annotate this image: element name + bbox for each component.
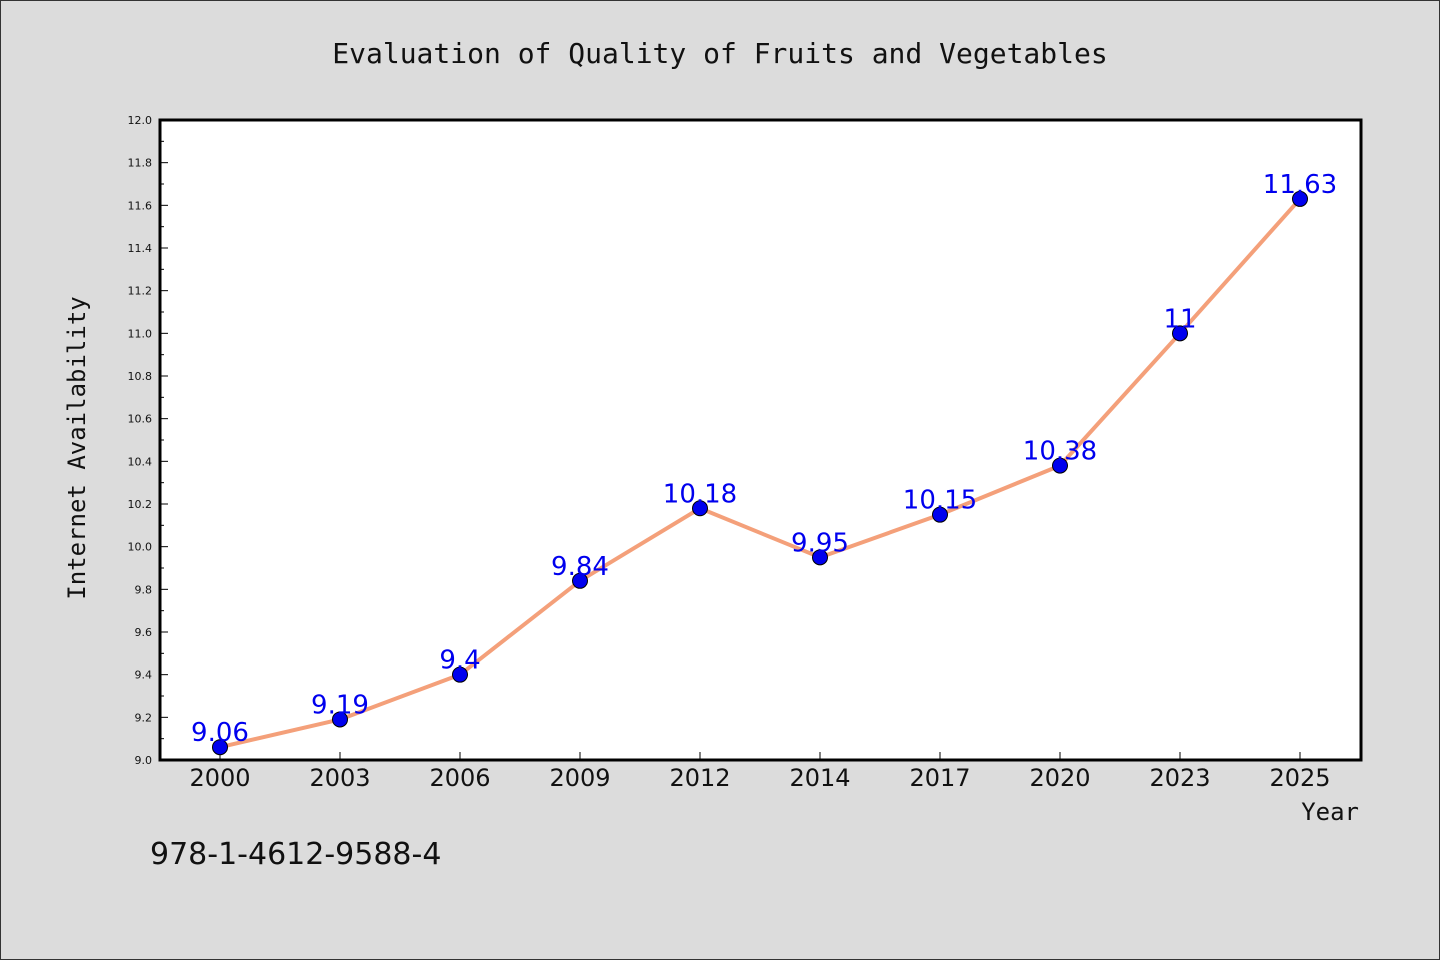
data-point [932, 506, 948, 523]
y-tick-label: 12.0 [128, 114, 153, 127]
data-label: 9.19 [311, 690, 369, 720]
chart-title: Evaluation of Quality of Fruits and Vege… [332, 37, 1107, 70]
data-point [1052, 457, 1068, 474]
data-point [1172, 325, 1188, 342]
y-tick-label: 9.8 [135, 583, 153, 596]
isbn-text: 978-1-4612-9588-4 [150, 837, 441, 872]
data-label: 10.18 [663, 479, 737, 509]
y-tick-label: 11.4 [128, 242, 153, 255]
x-tick-label: 2025 [1269, 764, 1330, 792]
data-label: 11.63 [1263, 170, 1337, 200]
x-axis: 2000 2003 2006 2009 2012 2014 2017 2020 2023 2025 [189, 752, 1331, 792]
data-point [212, 739, 228, 756]
data-point [692, 500, 708, 517]
x-tick-label: 2000 [189, 764, 250, 792]
data-point [1292, 190, 1308, 207]
x-tick-label: 2003 [309, 764, 370, 792]
y-tick-label: 10.2 [128, 498, 153, 511]
y-tick-label: 11.0 [128, 327, 153, 340]
x-tick-label: 2014 [789, 764, 850, 792]
x-tick-label: 2017 [909, 764, 970, 792]
y-tick-label: 10.6 [128, 413, 153, 426]
data-label: 11 [1163, 304, 1196, 334]
data-label: 9.06 [191, 718, 249, 748]
plot-area [160, 120, 1361, 760]
y-tick-label: 11.6 [128, 199, 153, 212]
series-markers [212, 190, 1308, 756]
y-tick-label: 10.0 [128, 541, 153, 554]
data-point [332, 711, 348, 728]
y-tick-label: 9.6 [135, 626, 153, 639]
x-tick-label: 2023 [1149, 764, 1210, 792]
x-tick-label: 2006 [429, 764, 490, 792]
data-label: 9.84 [551, 552, 609, 582]
plot-border [158, 118, 1363, 762]
y-tick-label: 9.4 [135, 669, 153, 682]
data-labels: 9.06 9.19 9.4 9.84 10.18 9.95 10.15 10.38 11 11.6… [191, 170, 1337, 748]
y-axis: 9.0 9.2 9.4 9.6 9.8 10.0 10.2 10.4 10.6 10.8 11.0 1… [128, 114, 168, 767]
data-point [812, 549, 828, 566]
y-tick-label: 11.2 [128, 285, 153, 298]
y-axis-label: Internet Availability [63, 296, 91, 599]
y-tick-label: 9.0 [135, 754, 153, 767]
data-label: 10.15 [903, 486, 977, 516]
y-tick-label: 9.2 [135, 711, 153, 724]
data-label: 9.4 [439, 646, 480, 676]
x-tick-label: 2009 [549, 764, 610, 792]
series-line [219, 197, 1302, 750]
y-tick-label: 10.8 [128, 370, 153, 383]
data-point [452, 666, 468, 683]
data-label: 9.95 [791, 528, 849, 558]
y-tick-label: 11.8 [128, 157, 153, 170]
y-tick-label: 10.4 [128, 455, 153, 468]
x-tick-label: 2020 [1029, 764, 1090, 792]
data-point [572, 572, 588, 589]
data-label: 10.38 [1023, 437, 1097, 467]
x-tick-label: 2012 [669, 764, 730, 792]
x-axis-label: Year [1301, 798, 1359, 826]
